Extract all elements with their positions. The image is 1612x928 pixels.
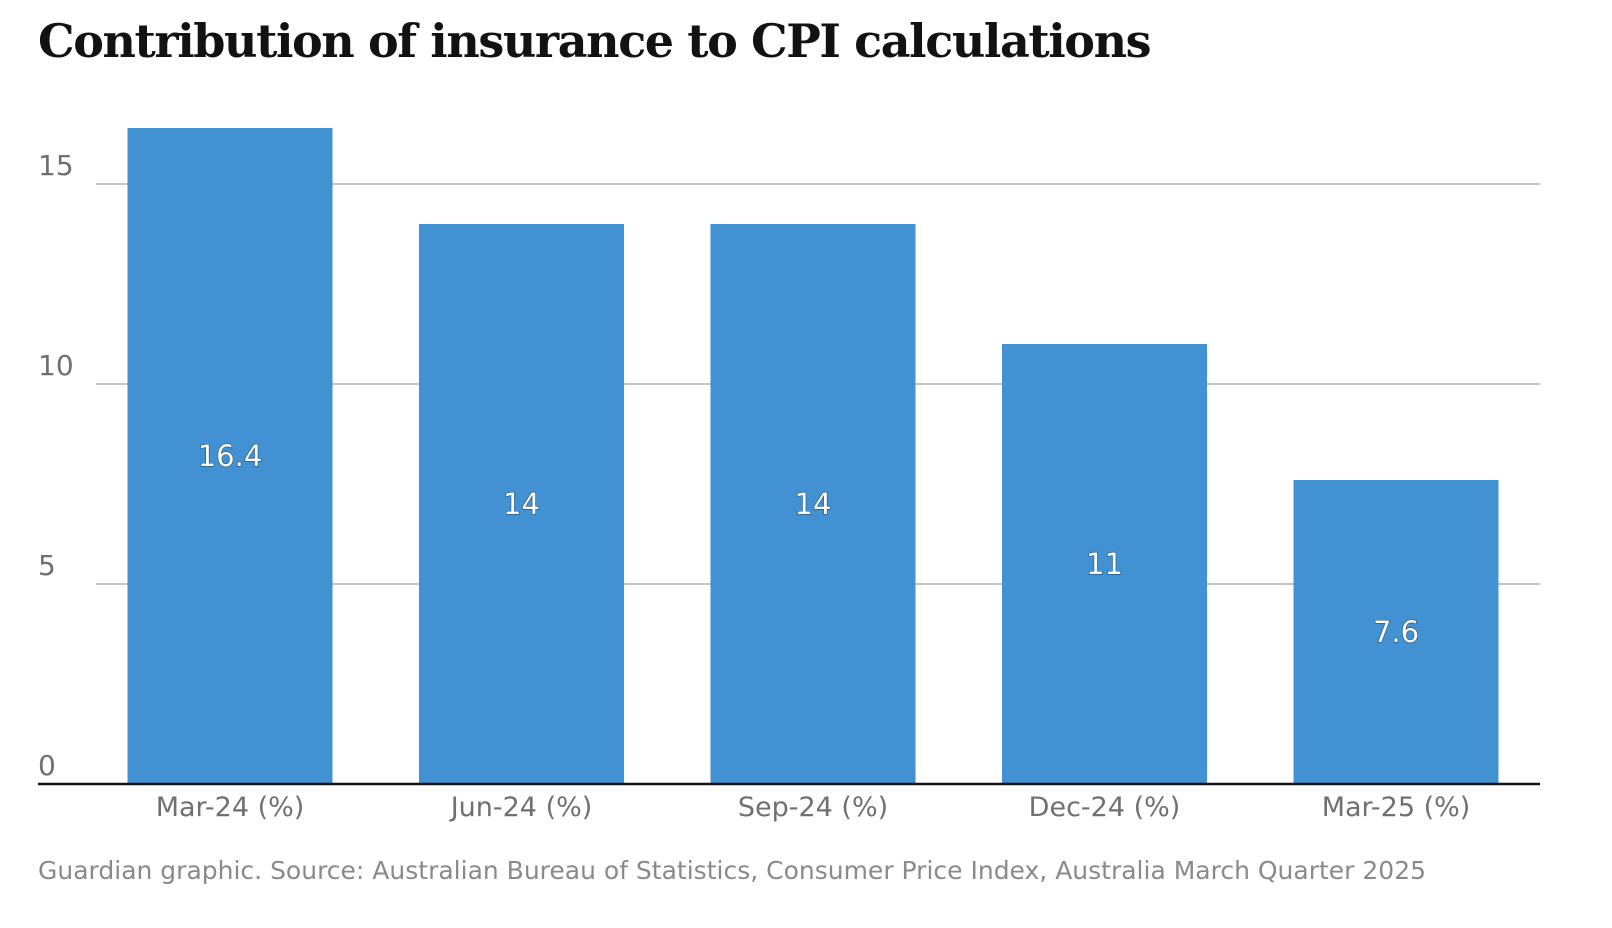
x-tick-label: Mar-25 (%) <box>1322 792 1471 823</box>
y-tick-label: 15 <box>38 149 74 182</box>
data-labels: 16.4 14 14 11 7.6 <box>197 438 1420 649</box>
data-label: 11 <box>1086 547 1123 581</box>
x-axis-ticks: Mar-24 (%) Jun-24 (%) Sep-24 (%) Dec-24 (%)… <box>156 792 1471 823</box>
bar <box>710 224 916 784</box>
x-tick-label: Dec-24 (%) <box>1029 792 1181 823</box>
x-tick-label: Mar-24 (%) <box>156 792 305 823</box>
y-axis-ticks: 0 5 10 15 <box>38 149 74 782</box>
chart-title: Contribution of insurance to CPI calcula… <box>38 14 1152 68</box>
data-label: 7.6 <box>1373 615 1419 649</box>
source-note: Guardian graphic. Source: Australian Bur… <box>38 856 1427 885</box>
data-label: 16.4 <box>198 439 263 473</box>
y-tick-label: 5 <box>38 549 56 582</box>
bars <box>127 128 1499 784</box>
y-tick-label: 10 <box>38 349 74 382</box>
bar <box>1293 480 1499 784</box>
data-label: 14 <box>503 487 540 521</box>
x-tick-label: Jun-24 (%) <box>449 792 593 823</box>
bar <box>419 224 624 784</box>
bar <box>127 128 333 784</box>
bar <box>1002 344 1207 784</box>
y-tick-label: 0 <box>38 749 56 782</box>
data-label: 14 <box>795 487 832 521</box>
x-tick-label: Sep-24 (%) <box>738 792 888 823</box>
